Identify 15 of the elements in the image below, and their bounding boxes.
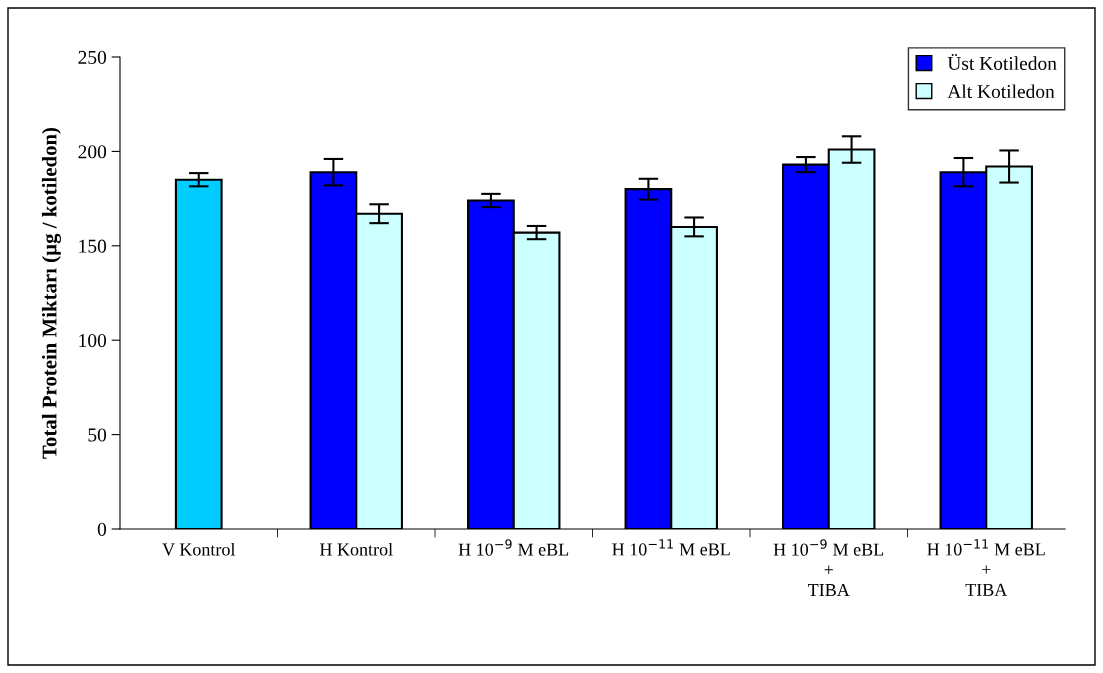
y-tick-label: 100: [79, 334, 107, 348]
x-tick-label: V Kontrol: [162, 542, 236, 556]
y-axis-title: Total Protein Miktarı (µg / kotiledon): [41, 127, 61, 459]
y-tick-label: 0: [97, 522, 107, 536]
x-tick-label: H 10$^{−9}$ M eBL + TIBA: [773, 539, 884, 596]
legend-label: Üst Kotiledon: [947, 54, 1057, 71]
x-tick-label: H 10$^{−11}$ M eBL + TIBA: [927, 539, 1045, 596]
y-tick-label: 250: [78, 50, 107, 64]
x-tick-label: H Kontrol: [319, 542, 393, 556]
x-tick-label: H 10$^{−9}$ M eBL: [458, 539, 569, 556]
y-tick-label: 200: [78, 145, 107, 159]
y-tick-label: 150: [79, 239, 107, 253]
x-tick-label: H 10$^{−11}$ M eBL: [612, 539, 730, 556]
y-tick-label: 50: [88, 428, 107, 442]
legend-label: Alt Kotiledon: [947, 84, 1055, 99]
